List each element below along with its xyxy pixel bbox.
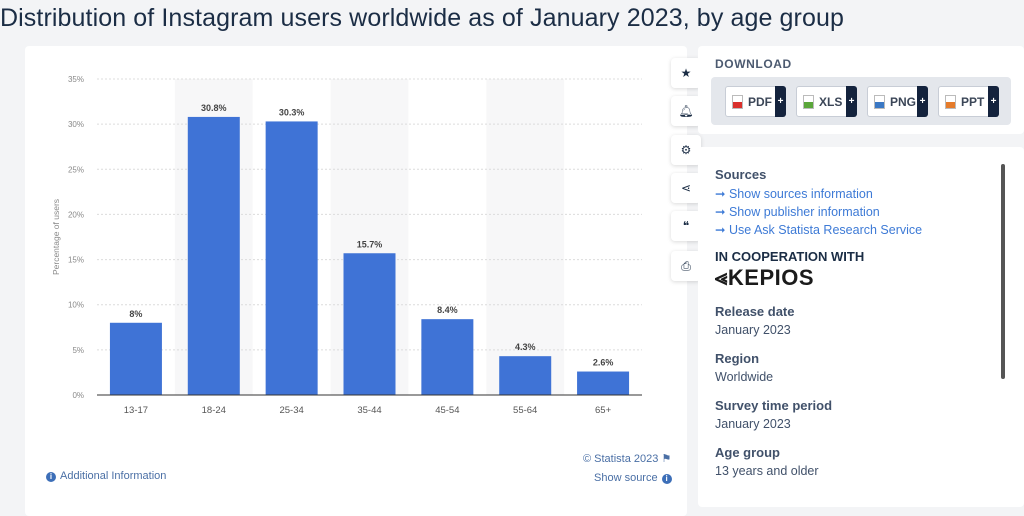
download-xls-button[interactable]: XLS + [796, 86, 857, 117]
download-ppt-button[interactable]: PPT + [938, 86, 999, 117]
data-label: 8% [129, 309, 142, 319]
plus-icon[interactable]: + [988, 86, 999, 117]
link-text: Show publisher information [728, 205, 880, 219]
y-tick-label: 15% [68, 256, 84, 265]
x-tick-label: 25-34 [279, 405, 303, 416]
data-label: 8.4% [437, 305, 458, 315]
x-tick-label: 45-54 [435, 405, 459, 416]
download-panel: DOWNLOAD PDF + XLS + PNG + PPT + [698, 46, 1024, 134]
y-tick-label: 5% [72, 346, 84, 355]
pdf-label: PDF [748, 94, 772, 109]
ppt-file-icon [945, 94, 956, 109]
release-date-value: January 2023 [715, 323, 791, 337]
age-group-value: 13 years and older [715, 464, 819, 478]
kepios-logo: ⪡KEPIOS [715, 265, 814, 291]
x-tick-label: 13-17 [124, 405, 148, 416]
ppt-label: PPT [961, 94, 985, 109]
x-tick-label: 35-44 [357, 405, 381, 416]
show-source-link[interactable]: Show source i [594, 472, 676, 484]
png-file-icon [874, 94, 885, 109]
y-tick-label: 35% [68, 75, 84, 84]
download-heading: DOWNLOAD [715, 57, 792, 71]
credit-text: © Statista 2023 [583, 453, 659, 465]
y-tick-label: 25% [68, 165, 84, 174]
survey-period-label: Survey time period [715, 398, 833, 413]
bar-chart: 0% 5% 10% 15% 20% 25% 30% 35% Percentage of user… [51, 75, 642, 416]
plus-icon[interactable]: + [917, 86, 928, 117]
x-tick-label: 65+ [595, 405, 612, 416]
kepios-logo-text: KEPIOS [727, 265, 815, 290]
statista-credit[interactable]: © Statista 2023 ⚑ [583, 452, 671, 465]
data-label: 2.6% [593, 358, 614, 368]
bar [343, 253, 396, 395]
quote-icon[interactable]: ❝ [671, 211, 701, 241]
info-icon: i [661, 474, 672, 484]
scrollbar[interactable] [1001, 164, 1005, 379]
column-band [486, 79, 565, 395]
bar [187, 116, 240, 396]
download-png-button[interactable]: PNG + [867, 86, 928, 117]
xls-label: XLS [819, 94, 843, 109]
y-tick-label: 0% [72, 391, 84, 400]
info-icon: i [46, 472, 56, 482]
show-publisher-link[interactable]: ➞ Show publisher information [715, 205, 880, 219]
download-pdf-button[interactable]: PDF + [725, 86, 786, 117]
y-tick-label: 10% [68, 301, 84, 310]
show-source-text: Show source [594, 472, 658, 484]
ask-statista-link[interactable]: ➞ Use Ask Statista Research Service [715, 223, 923, 237]
bar [577, 371, 630, 395]
bar [265, 121, 318, 395]
data-label: 30.3% [279, 107, 305, 117]
region-value: Worldwide [715, 370, 774, 384]
survey-period-value: January 2023 [715, 417, 791, 431]
y-axis-label: Percentage of users [51, 199, 61, 275]
share-icon[interactable]: ⋖ [671, 173, 701, 203]
data-label: 4.3% [515, 342, 536, 352]
metadata-panel: Sources ➞ Show sources information ➞ Sho… [698, 147, 1024, 507]
plus-icon[interactable]: + [775, 86, 786, 117]
chart-card: 0% 5% 10% 15% 20% 25% 30% 35% Percentage of user… [25, 46, 701, 516]
bar [499, 356, 552, 395]
bell-icon[interactable]: 🔔︎ [671, 96, 701, 126]
bar [109, 322, 162, 395]
bar [421, 319, 474, 395]
page-title: Distribution of Instagram users worldwid… [0, 4, 844, 32]
additional-information-link[interactable]: i Additional Information [42, 470, 166, 482]
x-tick-label: 18-24 [202, 405, 226, 416]
pdf-file-icon [732, 94, 743, 109]
y-tick-label: 20% [68, 210, 84, 219]
region-label: Region [715, 351, 760, 366]
cooperation-heading: IN COOPERATION WITH [715, 249, 865, 264]
xls-file-icon [803, 94, 814, 109]
link-text: Use Ask Statista Research Service [728, 223, 923, 237]
gear-icon[interactable]: ⚙ [671, 135, 701, 165]
download-bar: PDF + XLS + PNG + PPT + [711, 77, 1011, 125]
x-tick-label: 55-64 [513, 405, 537, 416]
flag-icon: ⚑ [661, 453, 672, 465]
show-sources-link[interactable]: ➞ Show sources information [715, 187, 873, 201]
png-label: PNG [890, 94, 917, 109]
y-tick-label: 30% [68, 120, 84, 129]
additional-info-text: Additional Information [60, 470, 167, 482]
link-text: Show sources information [728, 187, 873, 201]
sources-heading: Sources [715, 167, 767, 182]
release-date-label: Release date [715, 304, 795, 319]
star-icon[interactable]: ★ [671, 58, 701, 88]
data-label: 30.8% [201, 103, 227, 113]
plus-icon[interactable]: + [846, 86, 857, 117]
kepios-mark-icon: ⪡ [715, 265, 728, 290]
age-group-label: Age group [715, 445, 780, 460]
data-label: 15.7% [357, 239, 383, 249]
print-icon[interactable]: ⎙ [671, 251, 701, 281]
